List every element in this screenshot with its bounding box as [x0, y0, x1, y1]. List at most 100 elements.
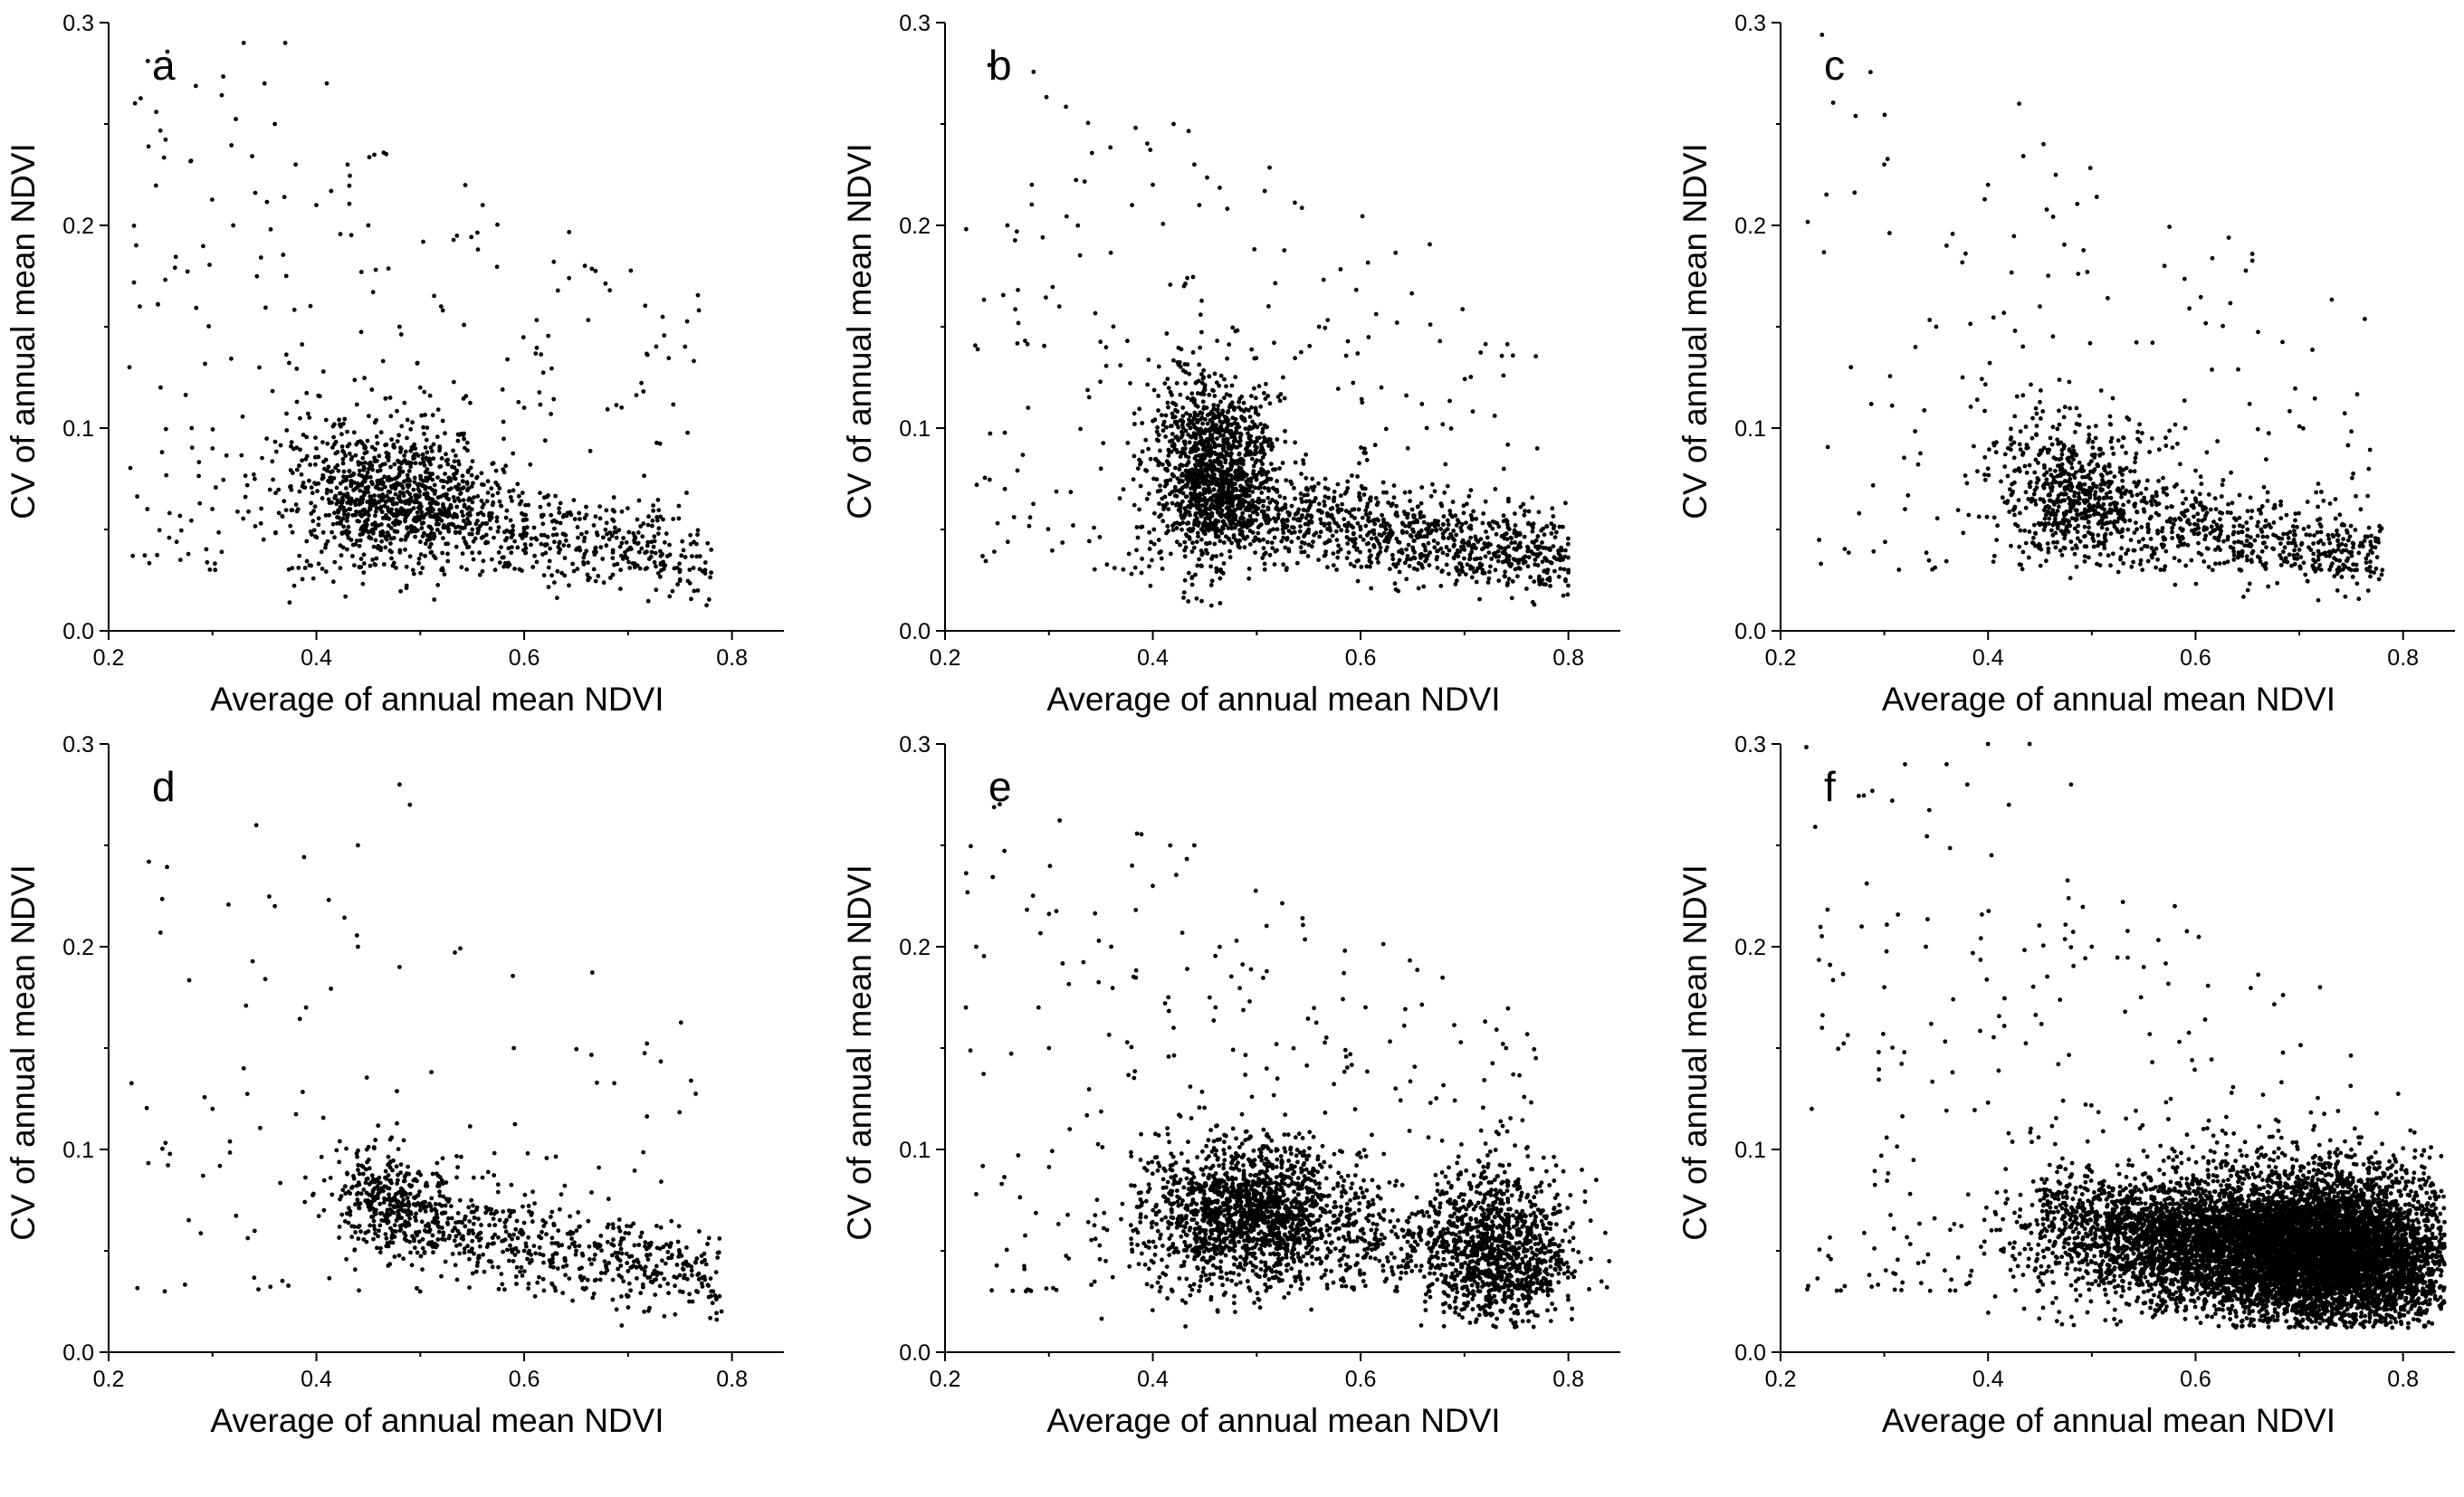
data-point	[1125, 441, 1130, 445]
data-point	[518, 567, 522, 572]
data-point	[466, 512, 471, 517]
data-point	[1435, 549, 1439, 554]
data-point	[339, 520, 343, 524]
data-point	[408, 427, 413, 432]
data-point	[317, 516, 321, 520]
data-point	[205, 560, 209, 565]
data-point	[374, 268, 378, 272]
data-point	[296, 507, 301, 511]
data-point	[2177, 558, 2182, 563]
data-point	[1982, 455, 1987, 460]
data-point	[429, 550, 434, 555]
data-point	[1365, 542, 1370, 547]
data-point	[1435, 558, 1439, 562]
data-point	[1494, 567, 1498, 572]
data-point	[2380, 573, 2384, 577]
data-point	[683, 345, 687, 349]
data-point	[1355, 474, 1360, 479]
data-point	[1534, 539, 1539, 543]
data-point	[453, 459, 457, 463]
data-point	[1163, 495, 1168, 500]
data-point	[1432, 545, 1437, 549]
data-point	[1134, 548, 1139, 552]
data-point	[1550, 561, 1554, 566]
data-point	[310, 485, 314, 490]
data-point	[405, 525, 409, 529]
data-point	[686, 579, 691, 584]
data-point	[1261, 538, 1265, 542]
data-point	[1376, 501, 1380, 505]
data-point	[1143, 468, 1148, 472]
data-point	[2083, 554, 2087, 558]
data-point	[501, 387, 505, 392]
data-point	[1208, 520, 1213, 525]
data-point	[675, 582, 680, 586]
data-point	[2356, 551, 2361, 556]
data-point	[645, 352, 649, 357]
data-point	[1003, 487, 1008, 491]
data-point	[2163, 549, 2168, 554]
data-point	[1516, 566, 1521, 570]
data-point	[2051, 540, 2056, 545]
data-point	[477, 550, 482, 555]
data-point	[277, 510, 282, 515]
data-point	[164, 427, 168, 432]
data-point	[2010, 271, 2014, 275]
data-point	[1492, 553, 1496, 558]
data-point	[636, 541, 641, 546]
data-point	[1355, 559, 1360, 564]
data-point	[1151, 477, 1156, 482]
data-point	[1281, 562, 1285, 567]
data-point	[307, 479, 311, 483]
data-point	[2231, 549, 2236, 554]
data-point	[284, 412, 289, 416]
data-point	[1151, 528, 1156, 532]
data-point	[1152, 542, 1157, 547]
data-point	[496, 491, 501, 495]
data-point	[444, 452, 448, 456]
data-point	[426, 476, 431, 481]
data-point	[1307, 344, 1312, 348]
data-point	[512, 567, 517, 571]
data-point	[1525, 545, 1530, 549]
data-point	[1354, 288, 1359, 292]
data-point	[667, 595, 672, 599]
data-point	[1927, 318, 1932, 322]
data-point	[1262, 546, 1266, 550]
data-point	[1436, 541, 1440, 546]
data-point	[1181, 491, 1186, 496]
data-point	[332, 510, 337, 515]
data-point	[338, 491, 342, 496]
data-point	[427, 538, 432, 542]
data-point	[1104, 364, 1109, 368]
panel-label: b	[988, 42, 1012, 89]
data-point	[694, 554, 699, 558]
data-point	[372, 455, 377, 460]
data-point	[2236, 530, 2240, 535]
data-point	[1050, 548, 1055, 553]
data-point	[1209, 512, 1214, 517]
data-point	[342, 470, 347, 474]
data-point	[1189, 434, 1193, 439]
data-point	[2087, 525, 2091, 529]
data-point	[1185, 276, 1189, 281]
data-point	[1972, 444, 1976, 449]
data-point	[387, 548, 392, 553]
data-point	[339, 482, 343, 486]
data-point	[598, 545, 603, 549]
y-tick-label: 0.2	[899, 214, 931, 239]
data-point	[1468, 375, 1473, 379]
data-point	[2151, 496, 2155, 501]
data-point	[2354, 494, 2358, 499]
data-point	[1363, 509, 1368, 513]
data-point	[1208, 564, 1213, 568]
data-point	[1198, 203, 1202, 207]
data-point	[621, 536, 626, 540]
data-point	[1323, 486, 1328, 491]
data-point	[467, 545, 472, 549]
data-point	[605, 520, 609, 525]
data-point	[1299, 550, 1304, 555]
data-point	[1212, 472, 1217, 477]
data-point	[488, 518, 492, 522]
data-point	[1351, 381, 1355, 386]
